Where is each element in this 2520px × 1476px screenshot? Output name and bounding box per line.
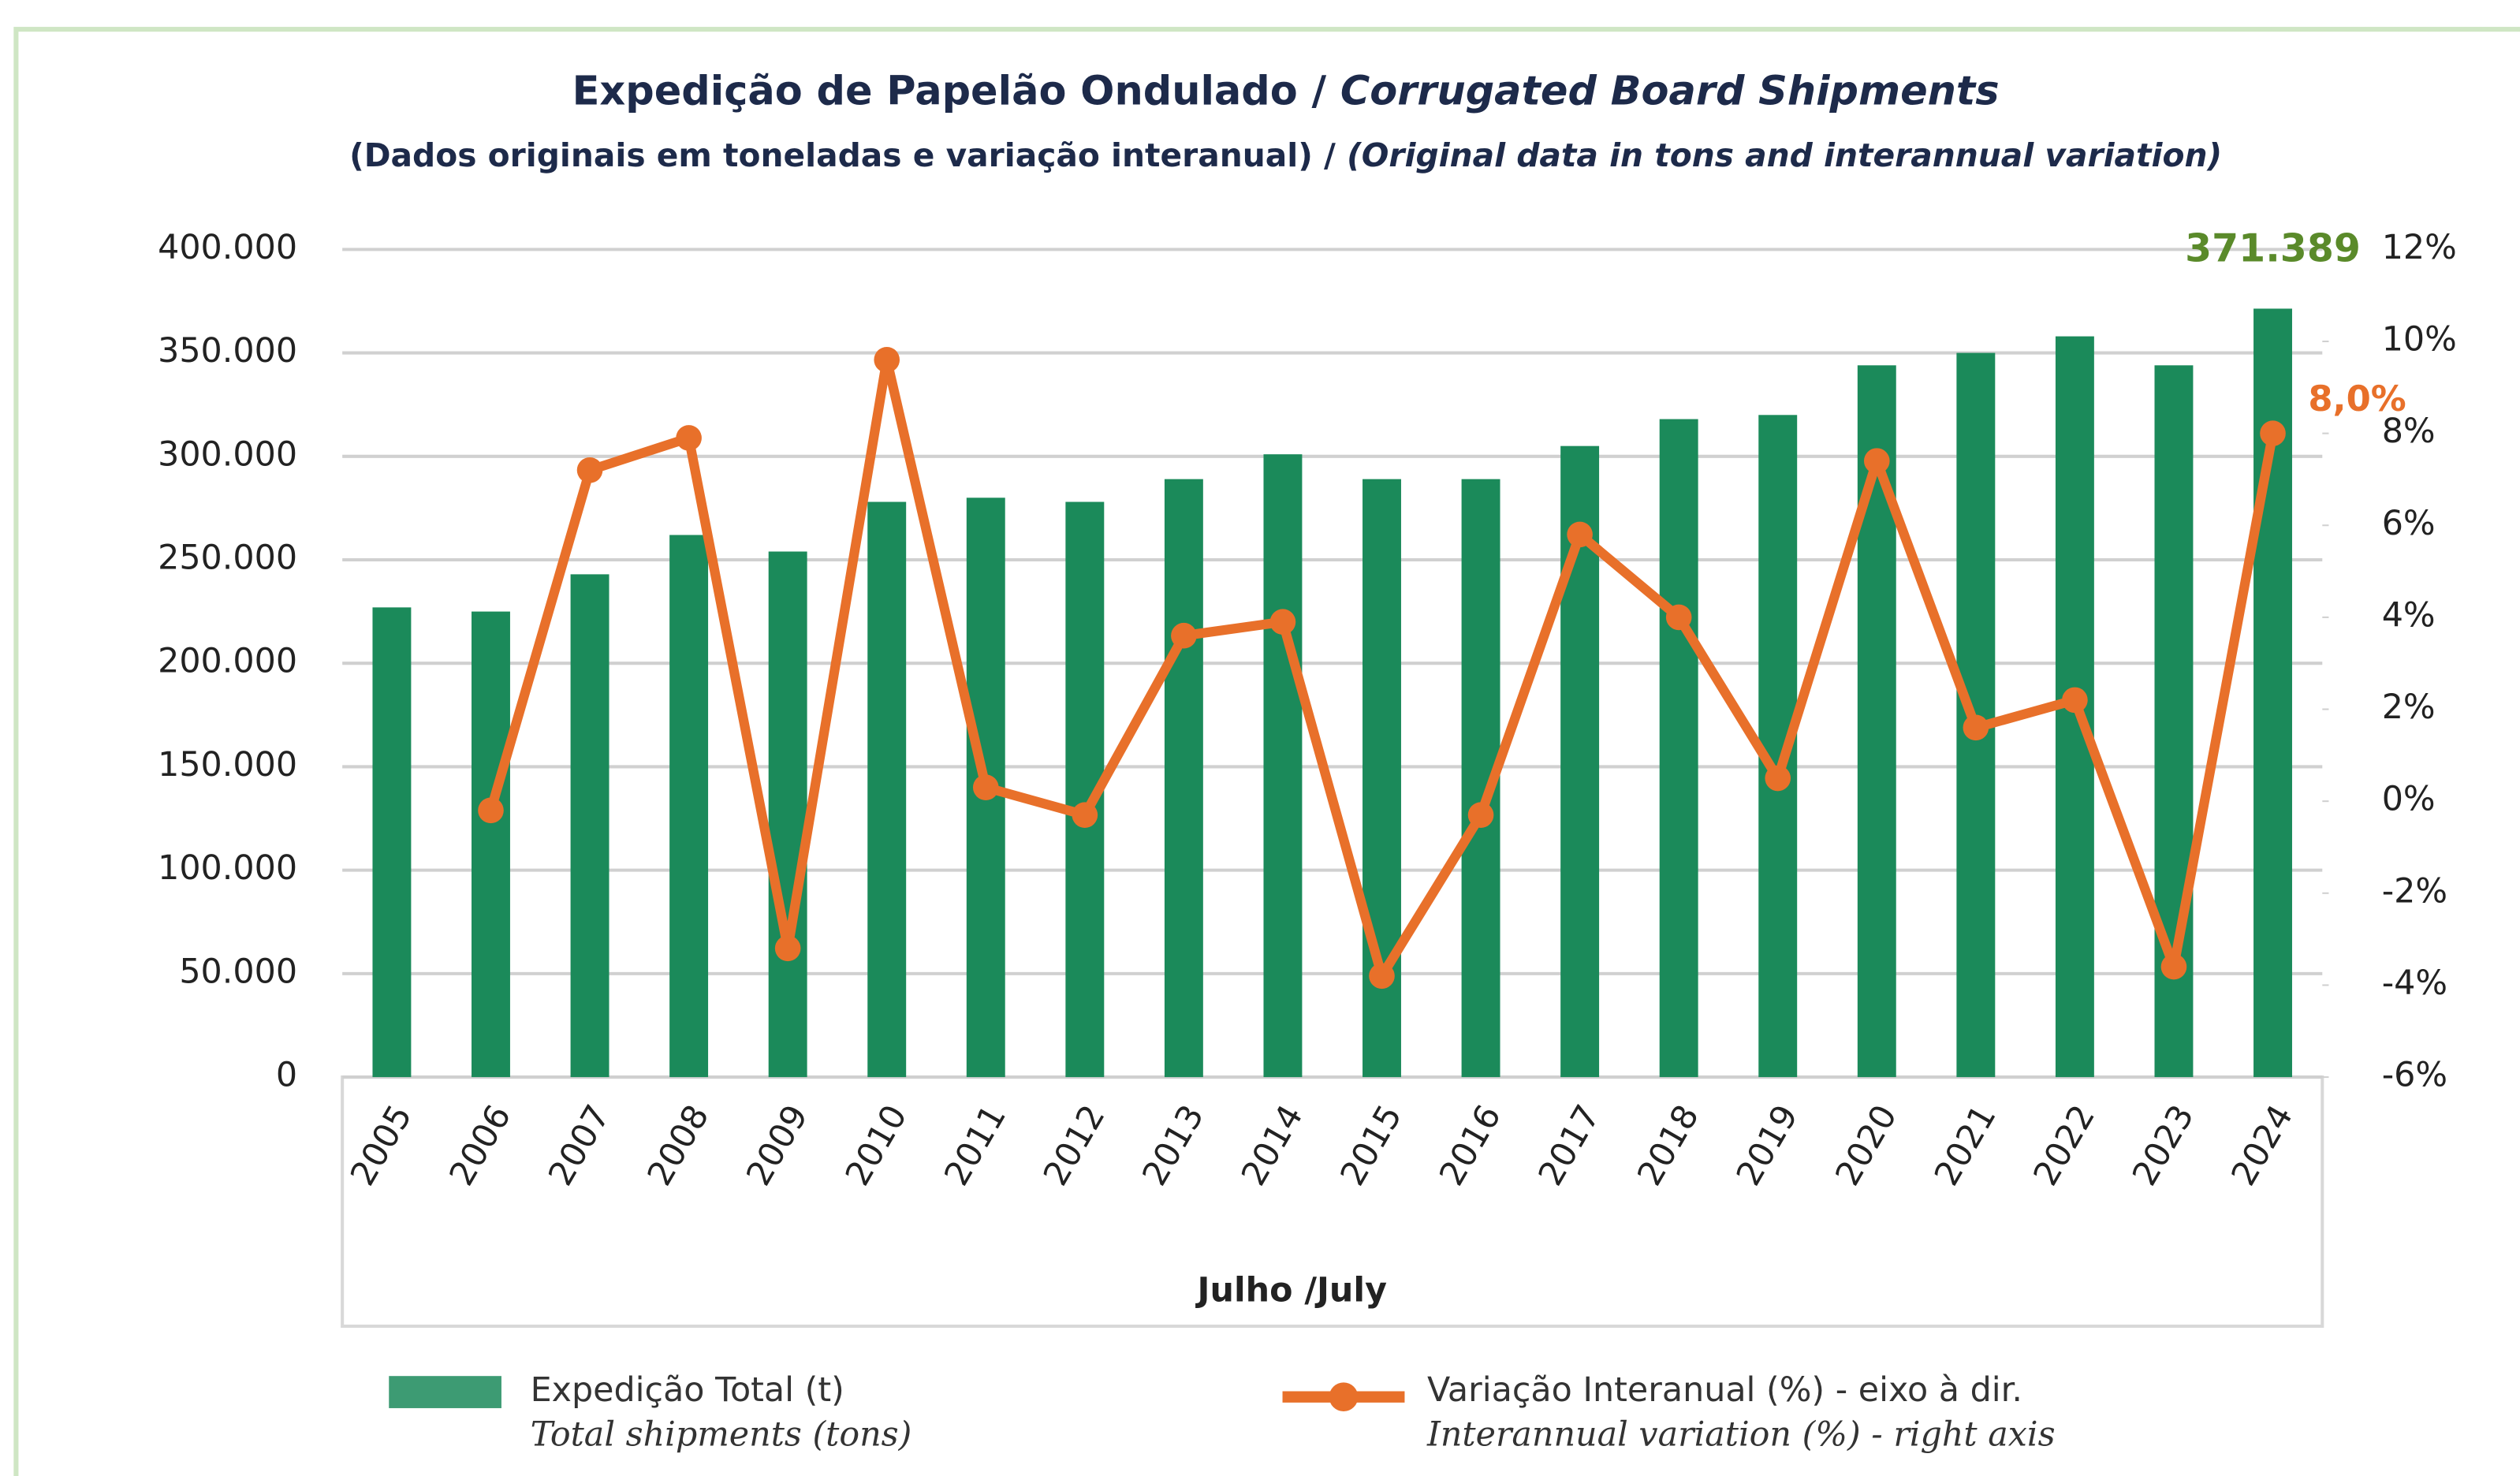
line-point [2260, 420, 2286, 446]
chart-title: Expedição de Papelão Ondulado / Corrugat… [572, 69, 2000, 115]
y2-tick-label: 0% [2382, 780, 2436, 819]
legend-label: Expedição Total (t) [531, 1370, 844, 1410]
line-point [1171, 622, 1197, 649]
line-point [1665, 604, 1692, 631]
line-point [2062, 687, 2088, 714]
bar [768, 551, 807, 1078]
x-axis-label: Julho /July [1195, 1271, 1388, 1310]
bar [669, 535, 709, 1078]
y-tick-label: 300.000 [158, 434, 297, 474]
y-tick-label: 50.000 [179, 952, 297, 991]
y2-tick-label: -6% [2382, 1056, 2447, 1095]
bar [472, 611, 510, 1078]
title-en: Corrugated Board Shipments [1340, 69, 2000, 115]
y2-tick-label: 12% [2382, 228, 2457, 267]
legend-label-en: Interannual variation (%) - right axis [1426, 1415, 2056, 1455]
bar [1659, 419, 1698, 1078]
y2-tick-label: 6% [2382, 504, 2436, 543]
y2-tick-label: 2% [2382, 688, 2436, 727]
line-point [1863, 448, 1890, 474]
line-point [874, 347, 900, 373]
line-point [676, 425, 702, 451]
y-tick-label: 100.000 [158, 848, 297, 888]
legend-label-en: Total shipments (tons) [531, 1415, 912, 1455]
bar [1164, 479, 1203, 1078]
bar [570, 574, 609, 1078]
y-tick-label: 250.000 [158, 539, 297, 578]
line-point [1369, 963, 1395, 990]
line-point [1072, 802, 1098, 828]
line-point [1467, 802, 1494, 828]
line-point [1269, 609, 1296, 636]
line-point [576, 457, 603, 483]
y2-tick-label: 10% [2382, 320, 2457, 360]
title-pt: Expedição de Papelão Ondulado / [572, 69, 1340, 115]
subtitle-pt: (Dados originais em toneladas e variação… [349, 136, 1347, 174]
chart-subtitle: (Dados originais em toneladas e variação… [349, 136, 2222, 174]
line-point [2160, 953, 2187, 980]
y2-tick-label: 4% [2382, 595, 2436, 635]
y2-tick-label: -4% [2382, 964, 2447, 1003]
y-tick-label: 200.000 [158, 642, 297, 681]
y2-tick-label: -2% [2382, 871, 2447, 911]
y-tick-label: 400.000 [158, 228, 297, 267]
line-point [1765, 765, 1791, 792]
data-label: 8,0% [2308, 378, 2406, 419]
legend-label: Variação Interanual (%) - eixo à dir. [1427, 1370, 2022, 1410]
y-tick-label: 150.000 [158, 745, 297, 785]
y2-tick-label: 8% [2382, 412, 2436, 451]
y-tick-label: 0 [276, 1056, 297, 1095]
bar [372, 607, 412, 1078]
line-point [972, 774, 999, 800]
line-point [774, 935, 801, 962]
data-label: 371.389 [2185, 226, 2361, 271]
y-tick-label: 350.000 [158, 331, 297, 371]
line-point [478, 797, 504, 824]
bar [1263, 454, 1303, 1078]
line-point [1567, 521, 1593, 548]
subtitle-en: (Original data in tons and interannual v… [1347, 136, 2222, 174]
legend-swatch [1329, 1382, 1359, 1412]
bar [867, 501, 907, 1078]
line-point [1963, 714, 1989, 741]
legend-swatch [389, 1376, 501, 1408]
